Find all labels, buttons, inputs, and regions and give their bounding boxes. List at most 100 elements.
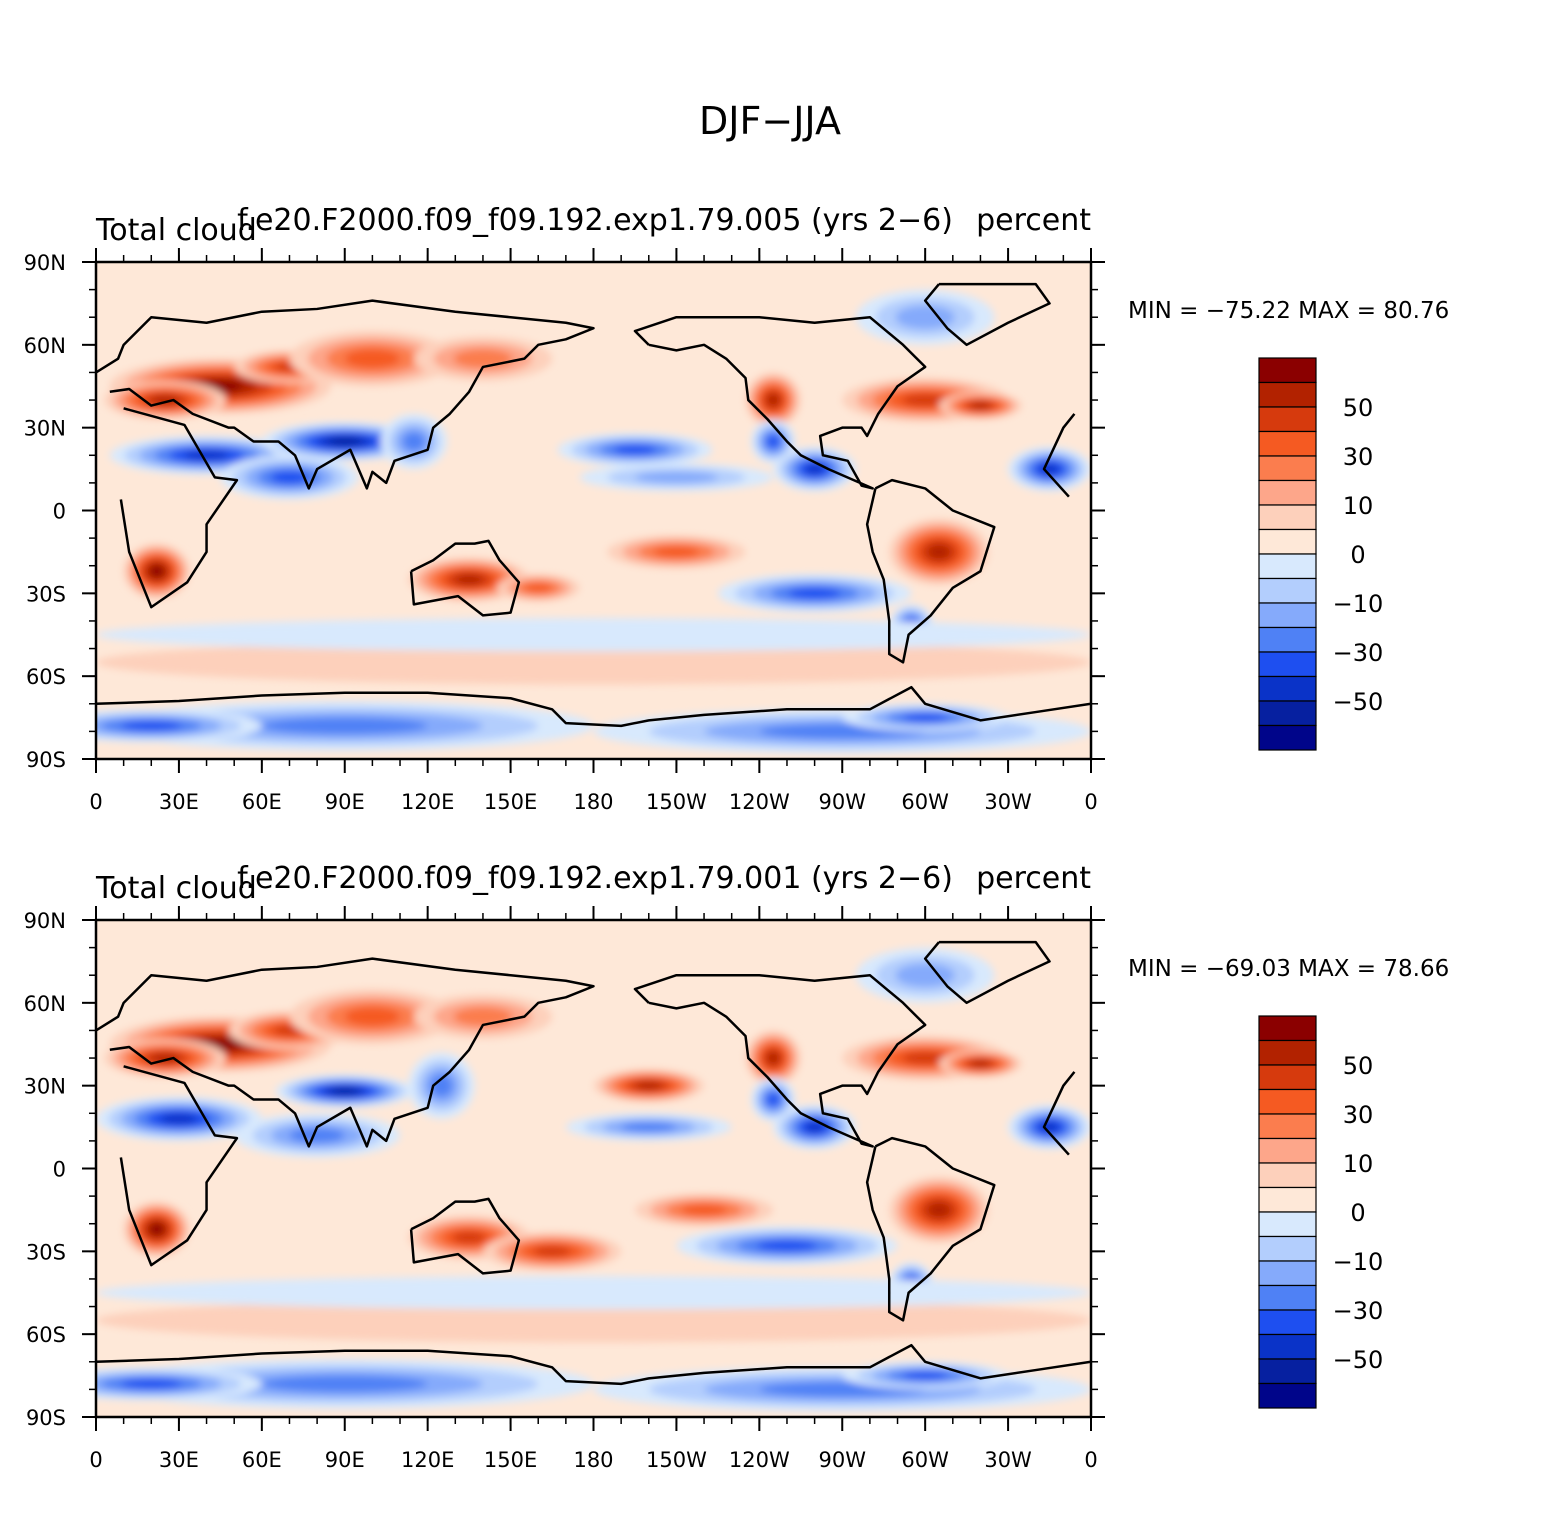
colorbar-swatch xyxy=(1258,675,1317,702)
colorbar-swatch xyxy=(1258,1039,1317,1066)
lon-tick-label: 120W xyxy=(729,1448,790,1472)
field-blob xyxy=(902,1371,948,1380)
lat-tick-label: 90S xyxy=(26,1406,66,1430)
field-blob xyxy=(927,544,951,560)
coastline xyxy=(923,282,1051,347)
figure-title: DJF−JJA xyxy=(699,99,841,143)
coastline xyxy=(1042,1071,1076,1156)
lon-tick-label: 150W xyxy=(646,1448,707,1472)
contour-field xyxy=(96,920,1091,1417)
colorbar-swatch xyxy=(1258,528,1317,555)
lon-tick-label: 90W xyxy=(819,1448,867,1472)
coastline xyxy=(865,1136,996,1322)
field-blob xyxy=(766,1051,780,1065)
coastline xyxy=(96,299,595,490)
lon-tick-label: 30E xyxy=(159,790,199,814)
coastline xyxy=(1042,413,1076,498)
coastline xyxy=(96,685,1091,728)
coastline xyxy=(633,973,927,1148)
field-blob xyxy=(151,395,180,405)
lon-tick-label: 90W xyxy=(819,790,867,814)
field-blob xyxy=(261,1375,428,1393)
field-blob xyxy=(902,713,948,722)
lon-tick-label: 150E xyxy=(484,790,537,814)
colorbar-swatch xyxy=(1258,626,1317,653)
lat-tick-label: 90N xyxy=(24,909,66,933)
colorbar-swatch xyxy=(1258,1137,1317,1164)
lon-tick-label: 60W xyxy=(901,1448,949,1472)
field-blob xyxy=(681,1204,728,1216)
units-label: percent xyxy=(976,861,1091,896)
lon-tick-label: 30W xyxy=(984,1448,1032,1472)
colorbar-swatch xyxy=(1258,724,1317,751)
field-blob xyxy=(636,1081,662,1090)
field-blob xyxy=(159,1113,199,1124)
field-blob xyxy=(328,437,362,446)
case-label: f.e20.F2000.f09_f09.192.exp1.79.005 (yrs… xyxy=(237,203,953,238)
colorbar: 50 30 10 0 −10 −30 −50 xyxy=(1258,1015,1384,1409)
lat-tick-label: 60N xyxy=(24,334,66,358)
field-blob xyxy=(150,1223,164,1235)
colorbar-swatch xyxy=(1258,577,1317,604)
colorbar-swatch xyxy=(1258,479,1317,506)
colorbar-label: 30 xyxy=(1343,1101,1374,1129)
colorbar-label: 30 xyxy=(1343,443,1374,471)
field-blob xyxy=(270,471,309,484)
colorbar-swatch xyxy=(1258,430,1317,457)
colorbar-swatch xyxy=(1258,455,1317,482)
lat-tick-label: 60S xyxy=(26,1323,66,1347)
case-label: f.e20.F2000.f09_f09.192.exp1.79.001 (yrs… xyxy=(237,861,953,896)
colorbar-swatch xyxy=(1258,1088,1317,1115)
field-blob xyxy=(766,393,780,407)
colorbar-swatch xyxy=(1258,700,1317,727)
colorbar-swatch xyxy=(1258,1113,1317,1140)
colorbar-swatch xyxy=(1258,1162,1317,1189)
map-panel-2: 0 30E 60E 90E 120E 150E 180 150W 120W 90W 60W 30W 09… xyxy=(24,861,1450,1472)
colorbar-label: 0 xyxy=(1350,541,1365,569)
coastline xyxy=(96,1343,1091,1386)
field-blob xyxy=(895,305,955,330)
colorbar-label: 10 xyxy=(1343,1150,1374,1178)
colorbar-label: −50 xyxy=(1333,688,1384,716)
lon-tick-label: 90E xyxy=(325,1448,365,1472)
coastlines xyxy=(96,282,1091,728)
coastline xyxy=(119,407,239,609)
field-blob xyxy=(430,1074,453,1097)
colorbar-label: −30 xyxy=(1333,1297,1384,1325)
coastline xyxy=(119,1065,239,1267)
field-blob xyxy=(533,1246,571,1257)
field-blob xyxy=(330,1087,359,1095)
colorbar-swatch xyxy=(1258,1186,1317,1213)
field-blob xyxy=(453,1007,513,1027)
colorbar-swatch xyxy=(1258,1015,1317,1042)
lon-tick-label: 60E xyxy=(242,790,282,814)
field-blob xyxy=(895,963,955,988)
field-blob xyxy=(653,546,700,558)
lon-tick-label: 60E xyxy=(242,1448,282,1472)
lon-tick-label: 60W xyxy=(901,790,949,814)
coastline xyxy=(865,478,996,664)
field-blob xyxy=(96,1298,1091,1343)
coastline xyxy=(409,1197,521,1275)
field-blob xyxy=(261,717,428,735)
colorbar-swatch xyxy=(1258,1358,1317,1385)
lat-tick-label: 60N xyxy=(24,992,66,1016)
lon-tick-label: 90E xyxy=(325,790,365,814)
colorbar-swatch xyxy=(1258,1382,1317,1409)
colorbar-swatch xyxy=(1258,1064,1317,1091)
lon-tick-label: 120W xyxy=(729,790,790,814)
lat-tick-label: 0 xyxy=(53,1158,66,1182)
field-blob xyxy=(452,1231,486,1244)
lon-tick-label: 0 xyxy=(89,790,102,814)
colorbar-label: 10 xyxy=(1343,492,1374,520)
colorbar-swatch xyxy=(1258,381,1317,408)
coastlines xyxy=(96,940,1091,1386)
field-blob xyxy=(613,445,657,455)
colorbar-swatch xyxy=(1258,651,1317,678)
field-blob xyxy=(453,349,513,369)
colorbar-swatch xyxy=(1258,1333,1317,1360)
field-blob xyxy=(902,1052,948,1065)
field-blob xyxy=(805,1121,825,1133)
coastline xyxy=(96,957,595,1148)
lon-tick-label: 0 xyxy=(1084,1448,1097,1472)
